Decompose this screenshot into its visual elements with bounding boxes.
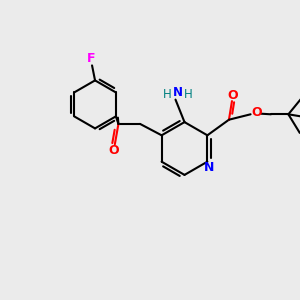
Text: O: O	[227, 88, 238, 102]
Text: H: H	[163, 88, 172, 101]
Text: O: O	[108, 144, 119, 158]
Text: N: N	[204, 160, 214, 174]
Text: H: H	[184, 88, 193, 101]
Text: N: N	[173, 85, 183, 99]
Text: F: F	[87, 52, 96, 65]
Text: O: O	[252, 106, 262, 119]
